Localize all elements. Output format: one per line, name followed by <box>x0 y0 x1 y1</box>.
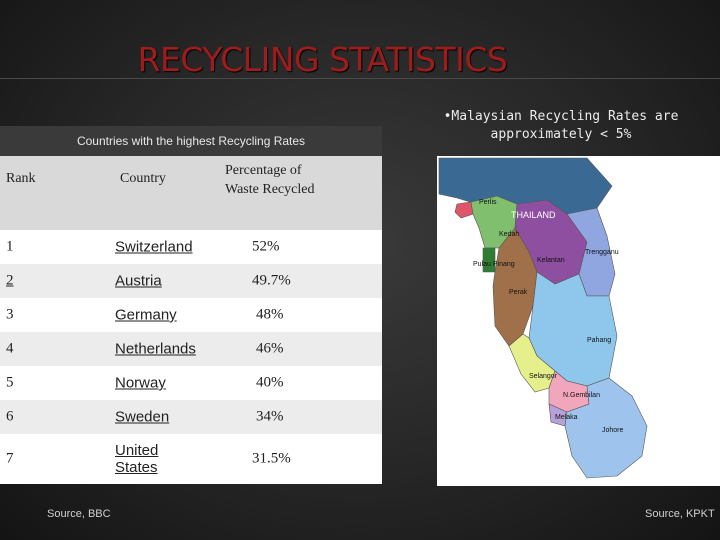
label-perak: Perak <box>509 289 528 296</box>
country-link[interactable]: Netherlands <box>115 340 196 358</box>
label-pahang: Pahang <box>587 337 611 344</box>
title-divider <box>0 78 720 79</box>
country-link[interactable]: Switzerland <box>115 238 193 256</box>
country-link[interactable]: United States <box>115 442 159 476</box>
percentage-cell: 31.5% <box>252 450 291 467</box>
table-row: 5 Norway 40% <box>0 366 382 400</box>
percentage-cell: 49.7% <box>252 272 291 289</box>
column-header-country: Country <box>120 171 166 186</box>
table-header-row: Rank Country Percentage of Waste Recycle… <box>0 156 382 230</box>
label-pulau-pinang: Pulau Pinang <box>473 261 515 268</box>
rank-cell: 6 <box>6 408 14 425</box>
table-row: 6 Sweden 34% <box>0 400 382 434</box>
table-row: 4 Netherlands 46% <box>0 332 382 366</box>
column-header-rank: Rank <box>6 171 36 186</box>
table-row: 7 United States 31.5% <box>0 434 382 484</box>
country-link[interactable]: Norway <box>115 374 166 392</box>
table-row: 3 Germany 48% <box>0 298 382 332</box>
slide-title: RECYCLING STATISTICS <box>137 40 508 79</box>
recycling-table: Rank Country Percentage of Waste Recycle… <box>0 156 382 484</box>
peninsular-malaysia-map: Perlis THAILAND Kedah Pulau Pinang Kelan… <box>437 156 720 486</box>
malaysia-note: •Malaysian Recycling Rates are approxima… <box>443 109 679 142</box>
percentage-cell: 52% <box>252 238 280 255</box>
label-johore: Johore <box>602 427 624 434</box>
rank-cell: 4 <box>6 340 14 357</box>
label-perlis: Perlis <box>479 199 497 206</box>
rank-cell: 5 <box>6 374 14 391</box>
rank-cell: 7 <box>6 450 14 467</box>
label-selangor: Selangor <box>529 373 558 380</box>
table-row: 2 Austria 49.7% <box>0 264 382 298</box>
table-heading: Countries with the highest Recycling Rat… <box>0 126 382 156</box>
label-n-sembilan: N.Gembilan <box>563 392 600 399</box>
rank-cell: 2 <box>6 272 14 289</box>
column-header-percentage: Percentage of Waste Recycled <box>225 163 315 197</box>
rank-cell: 3 <box>6 306 14 323</box>
percentage-cell: 34% <box>256 408 284 425</box>
country-link[interactable]: Sweden <box>115 408 170 426</box>
region-johore <box>564 377 648 479</box>
country-link[interactable]: Germany <box>115 306 177 324</box>
source-bbc: Source, BBC <box>47 508 111 520</box>
map-svg: Perlis THAILAND Kedah Pulau Pinang Kelan… <box>438 157 648 479</box>
label-kedah: Kedah <box>499 231 519 238</box>
label-thailand: THAILAND <box>511 210 556 220</box>
country-link[interactable]: Austria <box>115 272 162 290</box>
rank-cell: 1 <box>6 238 14 255</box>
label-kelantan: Kelantan <box>537 257 565 264</box>
table-row: 1 Switzerland 52% <box>0 230 382 264</box>
percentage-cell: 48% <box>256 306 284 323</box>
region-perlis <box>454 201 474 219</box>
percentage-cell: 40% <box>256 374 284 391</box>
source-kpkt: Source, KPKT <box>645 508 715 520</box>
region-penang <box>482 247 496 273</box>
percentage-cell: 46% <box>256 340 284 357</box>
label-terengganu: Trengganu <box>585 249 619 256</box>
label-melaka: Melaka <box>555 414 578 421</box>
